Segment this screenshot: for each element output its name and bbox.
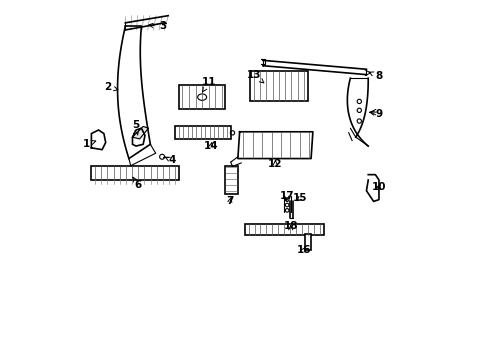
Text: 11: 11 [202, 77, 217, 92]
FancyBboxPatch shape [225, 166, 238, 194]
FancyBboxPatch shape [250, 71, 308, 102]
Text: 2: 2 [104, 82, 118, 92]
Text: 8: 8 [369, 71, 383, 81]
Text: 10: 10 [372, 182, 386, 192]
FancyBboxPatch shape [179, 85, 225, 109]
Text: 9: 9 [369, 109, 383, 119]
FancyBboxPatch shape [245, 224, 323, 235]
Text: 7: 7 [226, 197, 234, 206]
Text: 12: 12 [268, 159, 283, 169]
Text: 16: 16 [296, 245, 311, 255]
Text: 17: 17 [279, 191, 294, 201]
Text: 6: 6 [133, 177, 142, 190]
Text: 15: 15 [293, 193, 308, 203]
Text: 5: 5 [132, 120, 140, 135]
Text: 18: 18 [284, 221, 298, 231]
FancyBboxPatch shape [305, 234, 312, 249]
Text: 13: 13 [246, 69, 264, 83]
Polygon shape [132, 126, 148, 139]
Text: 1: 1 [82, 139, 96, 149]
Text: 3: 3 [149, 21, 167, 31]
Text: 14: 14 [204, 141, 219, 151]
Text: 4: 4 [165, 156, 175, 165]
FancyBboxPatch shape [175, 126, 231, 139]
FancyBboxPatch shape [92, 166, 179, 180]
